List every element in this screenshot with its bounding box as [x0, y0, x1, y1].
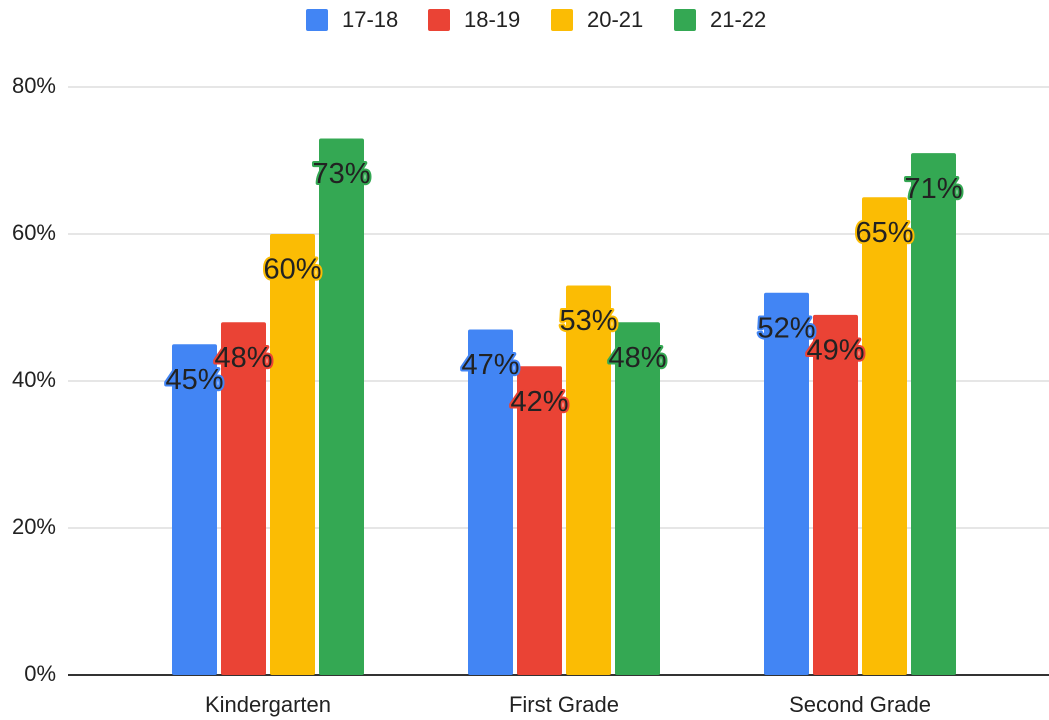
legend-label: 20-21 [587, 7, 643, 32]
data-label: 42% [510, 386, 568, 418]
y-tick-label: 80% [12, 73, 56, 98]
bar [566, 285, 611, 675]
bar [172, 344, 217, 675]
data-label: 71% [904, 173, 962, 205]
data-label: 47% [461, 349, 519, 381]
x-tick-label: Kindergarten [205, 692, 331, 717]
bar [615, 322, 660, 675]
y-tick-label: 40% [12, 367, 56, 392]
data-label: 53% [559, 305, 617, 337]
y-tick-label: 60% [12, 220, 56, 245]
data-label: 45% [165, 364, 223, 396]
legend-label: 18-19 [464, 7, 520, 32]
data-label: 49% [806, 335, 864, 367]
data-label: 60% [263, 254, 321, 286]
bar [911, 153, 956, 675]
data-label: 73% [312, 158, 370, 190]
data-label: 65% [855, 217, 913, 249]
x-tick-label: First Grade [509, 692, 619, 717]
legend-swatch [674, 9, 696, 31]
bar [517, 366, 562, 675]
legend-swatch [551, 9, 573, 31]
data-label: 52% [757, 312, 815, 344]
x-tick-label: Second Grade [789, 692, 931, 717]
data-label: 48% [608, 342, 666, 374]
bar [813, 314, 858, 675]
bar [468, 329, 513, 675]
legend-label: 17-18 [342, 7, 398, 32]
data-label: 48% [214, 342, 272, 374]
bar [862, 197, 907, 675]
bar [319, 138, 364, 675]
legend-swatch [428, 9, 450, 31]
y-tick-label: 20% [12, 514, 56, 539]
legend-swatch [306, 9, 328, 31]
y-tick-label: 0% [24, 661, 56, 686]
legend-label: 21-22 [710, 7, 766, 32]
bar [270, 234, 315, 675]
bar [764, 292, 809, 675]
bar [221, 322, 266, 675]
